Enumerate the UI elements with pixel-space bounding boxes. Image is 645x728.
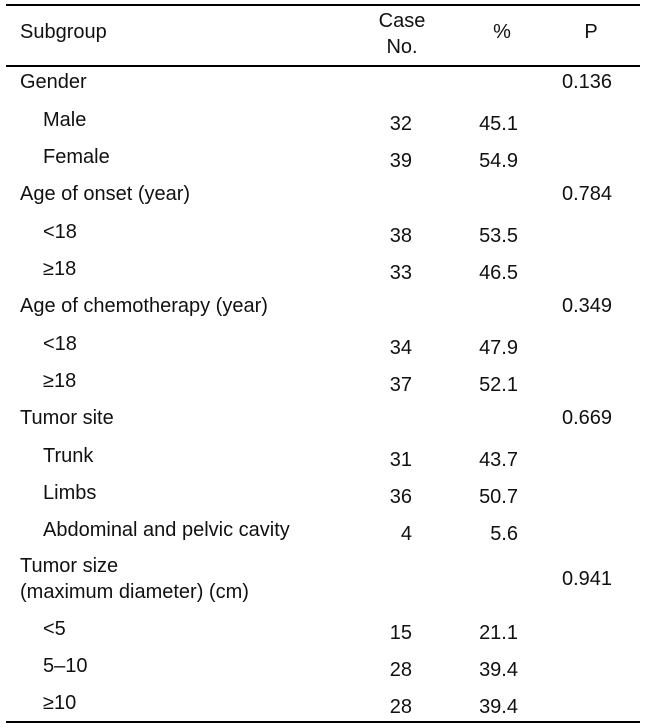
row-label-line1: Tumor size (20, 555, 119, 577)
row-case: 28 (389, 659, 412, 681)
row-case: 38 (389, 225, 412, 247)
subgroup-table: Subgroup Case No. % P Gender 0.136 Male … (6, 0, 640, 728)
row-case: 15 (389, 622, 412, 644)
row-case: 33 (389, 262, 412, 284)
table-row-age-chemo: Age of chemotherapy (year) 0.349 (6, 294, 640, 330)
row-label: Female (43, 146, 110, 168)
table-row: 5–10 28 39.4 (6, 654, 640, 690)
header-case-line1: Case (378, 10, 426, 32)
row-label: Male (43, 109, 87, 131)
row-case: 28 (389, 696, 412, 718)
row-label: Age of chemotherapy (year) (20, 295, 268, 317)
table-row: Abdominal and pelvic cavity 4 5.6 (6, 518, 640, 554)
row-case: 4 (400, 523, 412, 545)
table-row: Female 39 54.9 (6, 145, 640, 181)
header-percent: % (493, 21, 511, 43)
header-p: P (584, 21, 598, 43)
row-label: 5–10 (43, 655, 88, 677)
row-p-value: 0.941 (562, 568, 613, 590)
row-label: Limbs (43, 482, 97, 504)
row-label: <5 (43, 618, 66, 640)
row-percent: 21.1 (479, 622, 518, 644)
row-case: 32 (389, 113, 412, 135)
row-p-value: 0.784 (562, 183, 613, 205)
row-p-value: 0.349 (562, 295, 613, 317)
row-p-value: 0.669 (562, 407, 613, 429)
table-top-rule (6, 4, 640, 6)
table-row: Limbs 36 50.7 (6, 481, 640, 517)
row-label-line2: (maximum diameter) (cm) (20, 581, 249, 603)
header-case-line2: No. (386, 36, 418, 58)
row-label: <18 (43, 221, 77, 243)
row-percent: 47.9 (479, 337, 518, 359)
row-percent: 54.9 (479, 150, 518, 172)
row-case: 31 (389, 449, 412, 471)
row-label: Gender (20, 71, 87, 93)
header-case-no: Case No. (366, 8, 438, 60)
table-row-tumor-site: Tumor site 0.669 (6, 406, 640, 442)
table-row: Trunk 31 43.7 (6, 444, 640, 480)
table-row: <18 34 47.9 (6, 332, 640, 368)
table-row-gender: Gender 0.136 (6, 70, 640, 106)
row-percent: 52.1 (479, 374, 518, 396)
row-percent: 53.5 (479, 225, 518, 247)
table-bottom-rule (6, 721, 640, 723)
row-label: Abdominal and pelvic cavity (43, 519, 290, 541)
row-case: 36 (389, 486, 412, 508)
row-p-value: 0.136 (562, 71, 613, 93)
table-row: ≥10 28 39.4 (6, 691, 640, 727)
row-label: Tumor site (20, 407, 114, 429)
row-percent: 50.7 (479, 486, 518, 508)
row-percent: 45.1 (479, 113, 518, 135)
row-percent: 39.4 (479, 696, 518, 718)
row-case: 37 (389, 374, 412, 396)
row-label: ≥18 (43, 258, 77, 280)
row-percent: 5.6 (490, 523, 518, 545)
row-label: ≥10 (43, 692, 77, 714)
table-row: <18 38 53.5 (6, 220, 640, 256)
header-subgroup: Subgroup (20, 21, 107, 43)
table-row-age-onset: Age of onset (year) 0.784 (6, 182, 640, 218)
row-percent: 43.7 (479, 449, 518, 471)
table-row: <5 15 21.1 (6, 617, 640, 653)
table-row: ≥18 33 46.5 (6, 257, 640, 293)
table-row: Male 32 45.1 (6, 108, 640, 144)
row-percent: 39.4 (479, 659, 518, 681)
table-row: ≥18 37 52.1 (6, 369, 640, 405)
row-label: Trunk (43, 445, 94, 467)
row-case: 39 (389, 150, 412, 172)
row-label: Age of onset (year) (20, 183, 191, 205)
row-percent: 46.5 (479, 262, 518, 284)
row-label: <18 (43, 333, 77, 355)
header-rule (6, 65, 640, 67)
table-row-tumor-size: Tumor size (maximum diameter) (cm) 0.941 (6, 553, 640, 607)
row-label: ≥18 (43, 370, 77, 392)
row-case: 34 (389, 337, 412, 359)
